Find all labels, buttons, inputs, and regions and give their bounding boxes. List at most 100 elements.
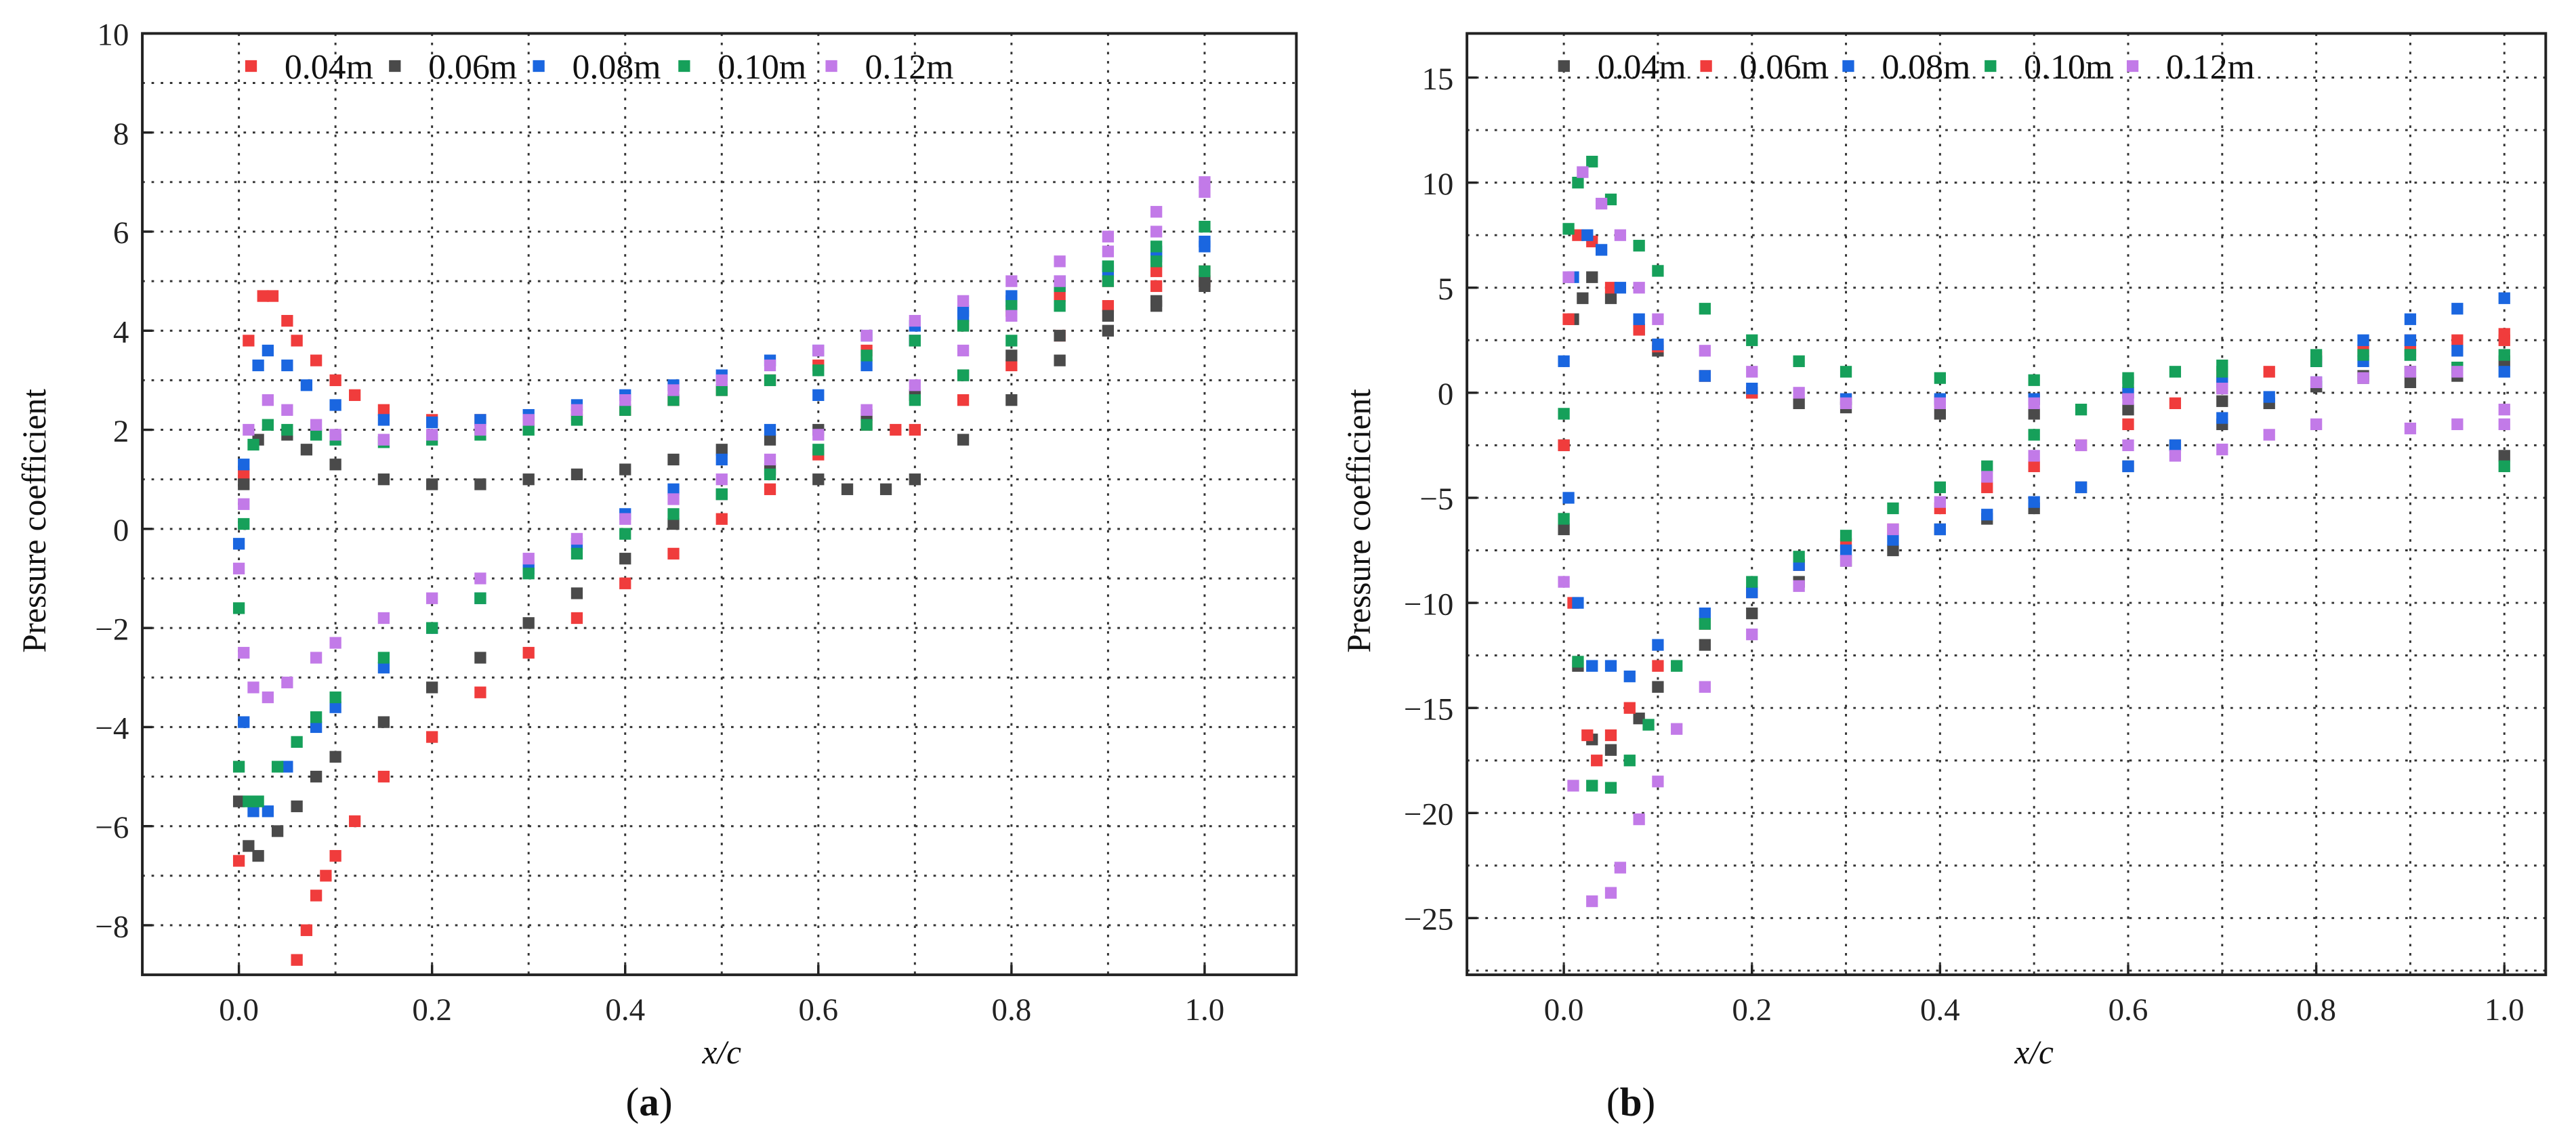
data-point <box>1150 255 1163 268</box>
x-tick-label: 0.0 <box>219 992 259 1028</box>
data-point <box>1586 271 1598 283</box>
y-tick-label: −25 <box>1404 902 1453 937</box>
data-point <box>619 553 631 565</box>
data-point <box>1586 155 1598 168</box>
data-point <box>715 444 728 456</box>
data-point <box>957 310 970 322</box>
data-point <box>619 577 631 589</box>
data-point <box>667 453 680 466</box>
data-point <box>2357 334 2369 346</box>
data-point <box>2404 422 2417 435</box>
data-point <box>1054 354 1066 366</box>
data-point <box>1150 226 1163 238</box>
data-point <box>257 290 269 302</box>
data-point <box>812 389 825 401</box>
data-point <box>1054 255 1066 268</box>
data-point <box>667 547 680 560</box>
data-point <box>1102 275 1115 287</box>
data-point <box>377 652 390 664</box>
data-point <box>426 731 438 743</box>
data-point <box>474 592 486 604</box>
data-point <box>1102 260 1115 272</box>
data-point <box>1981 471 1993 483</box>
data-point <box>232 602 245 614</box>
data-point <box>1604 292 1617 304</box>
data-point <box>281 359 293 372</box>
y-tick-label: −8 <box>95 909 129 944</box>
data-point <box>2451 366 2464 378</box>
data-point <box>570 414 583 426</box>
data-point <box>2028 397 2040 409</box>
data-point <box>262 344 274 357</box>
figure-caption: (a) <box>625 1080 672 1124</box>
data-point <box>2451 334 2464 346</box>
data-point <box>247 438 259 451</box>
data-point <box>667 483 680 495</box>
data-point <box>1005 310 1018 322</box>
y-tick-label: −5 <box>1419 482 1453 517</box>
data-point <box>2498 334 2510 346</box>
data-point <box>1652 265 1664 277</box>
data-point <box>764 453 776 466</box>
data-point <box>1199 265 1211 278</box>
data-point <box>2451 345 2464 357</box>
data-point <box>2216 443 2228 456</box>
data-point <box>2498 460 2510 473</box>
data-point <box>1572 176 1584 189</box>
data-point <box>909 335 921 347</box>
data-point <box>2404 349 2417 361</box>
x-tick-label: 0.6 <box>2108 992 2148 1028</box>
data-point <box>1604 744 1617 756</box>
data-point <box>262 394 274 406</box>
data-point <box>1623 702 1636 714</box>
data-point <box>2028 496 2040 508</box>
data-point <box>2263 366 2275 378</box>
data-point <box>812 473 825 486</box>
data-point <box>1604 660 1617 672</box>
data-point <box>957 394 970 406</box>
y-tick-label: 10 <box>1421 167 1453 202</box>
data-point <box>860 329 873 342</box>
data-point <box>570 404 583 416</box>
data-point <box>2169 450 2182 462</box>
data-point <box>1652 313 1664 325</box>
data-point <box>1595 244 1608 256</box>
data-point <box>570 612 583 625</box>
data-point <box>1005 394 1018 406</box>
data-point <box>348 815 361 828</box>
data-point <box>1746 334 1758 346</box>
data-point <box>474 652 486 664</box>
data-point <box>1572 597 1584 609</box>
data-point <box>2310 376 2323 388</box>
data-point <box>1934 372 1947 384</box>
data-point <box>238 716 250 728</box>
data-point <box>310 889 323 902</box>
data-point <box>232 795 245 807</box>
data-point <box>1840 366 1852 378</box>
data-point <box>329 750 341 763</box>
data-point <box>1604 193 1617 206</box>
data-point <box>291 736 303 748</box>
data-point <box>1604 887 1617 899</box>
legend-marker <box>1985 60 1997 72</box>
legend-label: 0.06m <box>1740 48 1829 87</box>
data-point <box>667 493 680 505</box>
data-point <box>348 389 361 401</box>
data-point <box>310 354 323 366</box>
data-point <box>1054 329 1066 342</box>
legend-marker <box>678 60 690 72</box>
data-point <box>2122 439 2134 452</box>
data-point <box>426 429 438 441</box>
data-point <box>715 374 728 387</box>
data-point <box>812 444 825 456</box>
data-point <box>1614 282 1627 294</box>
data-point <box>1746 586 1758 599</box>
data-point <box>252 849 264 862</box>
data-point <box>1054 275 1066 287</box>
data-point <box>522 423 535 436</box>
data-point <box>1591 755 1603 767</box>
data-point <box>329 701 341 713</box>
legend-label: 0.10m <box>2024 48 2113 87</box>
data-point <box>232 761 245 773</box>
data-point <box>291 800 303 813</box>
